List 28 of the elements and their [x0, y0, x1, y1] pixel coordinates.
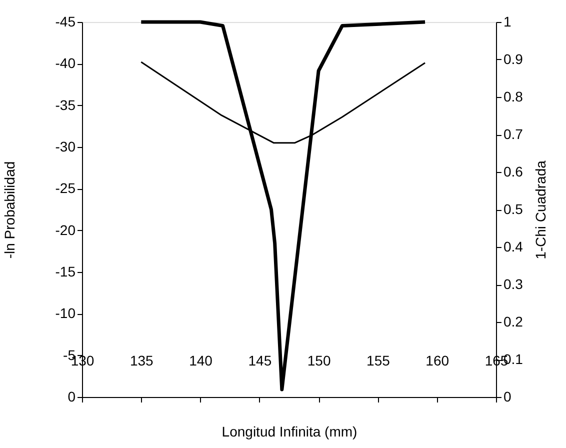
- y2-tick-label: 0.2: [504, 314, 524, 330]
- y2-tick-label: 0: [504, 388, 512, 404]
- y2-tick-label: 0.7: [504, 126, 524, 142]
- y-tick-label: -35: [55, 96, 76, 113]
- y2-tick-label: 0.5: [504, 201, 524, 217]
- x-tick-label: 145: [248, 352, 272, 368]
- y-tick-label: -20: [55, 222, 76, 238]
- y-tick-label: -40: [55, 55, 76, 72]
- y-tick-label: -15: [55, 264, 76, 280]
- y2-tick-label: 0.4: [504, 238, 524, 254]
- y2-tick-label: 0.6: [504, 164, 524, 180]
- x-tick-label: 160: [426, 352, 450, 368]
- y-axis-title: -ln Probabilidad: [2, 161, 18, 259]
- y2-tick-label: 0.8: [504, 88, 524, 104]
- y-tick-label: -30: [55, 138, 76, 154]
- x-tick-label: 140: [189, 352, 213, 368]
- y2-tick-label: 0.9: [504, 51, 524, 67]
- x-tick-label: 150: [307, 352, 331, 368]
- y-tick-label: 0: [68, 388, 76, 404]
- x-tick-label: 155: [366, 352, 390, 368]
- y2-tick-label: 0.3: [504, 276, 524, 292]
- y-tick-label: -45: [55, 14, 76, 30]
- x-tick-label: 135: [130, 352, 154, 368]
- y-tick-label: -25: [55, 180, 76, 196]
- x-axis-title: Longitud Infinita (mm): [222, 424, 358, 440]
- y2-tick-label: 1: [504, 14, 512, 30]
- y2-axis-title: 1-Chi Cuadrada: [532, 160, 548, 260]
- y-tick-label: -10: [55, 305, 76, 322]
